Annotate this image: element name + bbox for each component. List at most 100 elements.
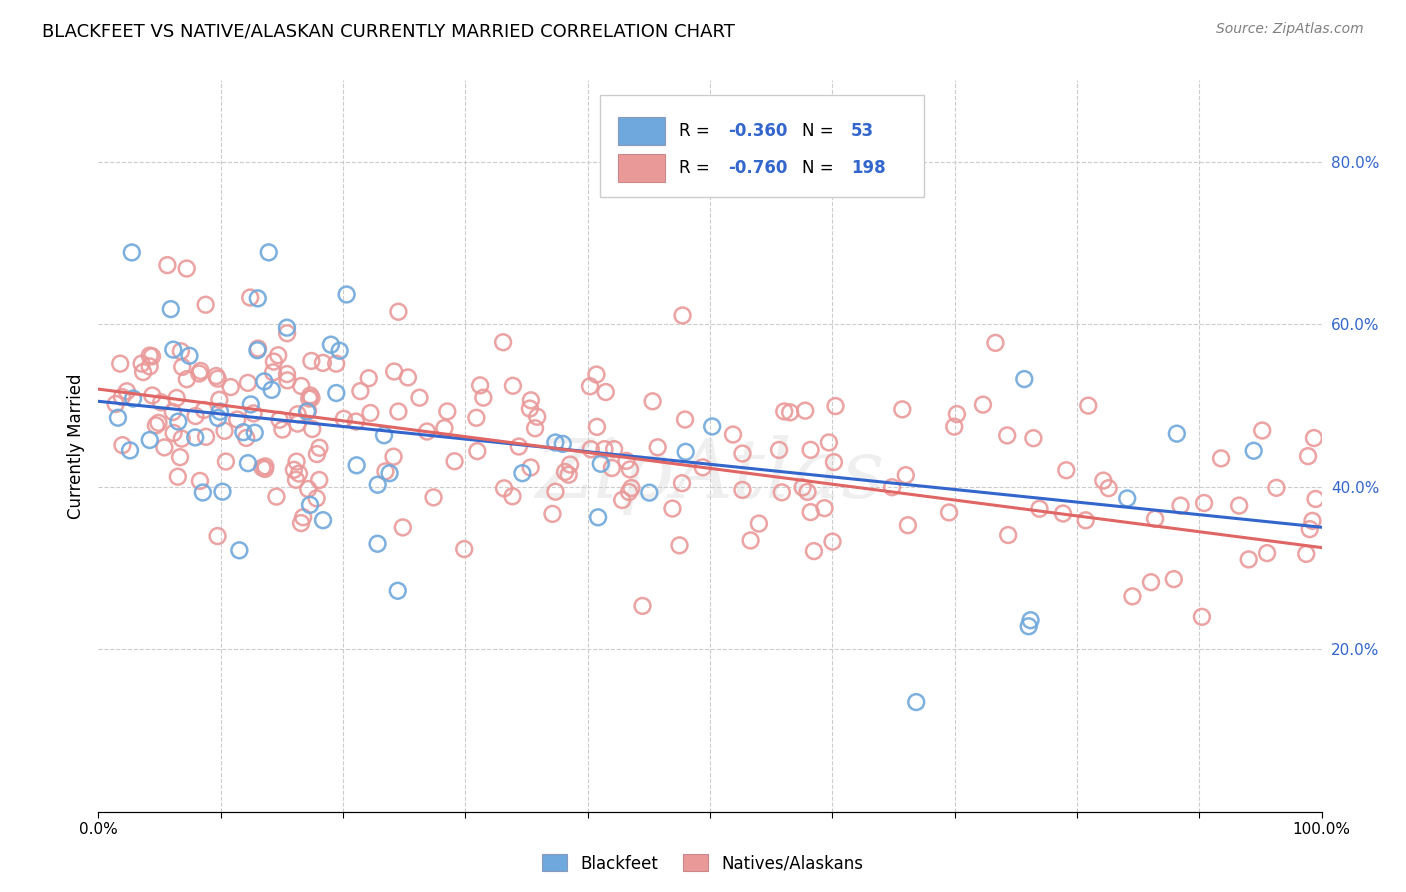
Point <box>382 364 405 378</box>
Point <box>668 538 690 552</box>
Point <box>1303 431 1326 445</box>
Point <box>938 505 960 519</box>
Point <box>671 476 693 491</box>
Point <box>619 462 641 476</box>
Point <box>692 460 714 475</box>
Point <box>731 446 754 460</box>
Point <box>357 371 380 385</box>
Point <box>995 428 1018 442</box>
Point <box>519 460 541 475</box>
Point <box>1019 613 1042 627</box>
Point <box>1116 491 1139 506</box>
Point <box>1237 552 1260 566</box>
Point <box>260 383 283 397</box>
Point <box>219 380 242 394</box>
Point <box>132 365 155 379</box>
Point <box>792 480 814 494</box>
Point <box>891 402 914 417</box>
Point <box>1227 499 1250 513</box>
Point <box>111 390 134 404</box>
FancyBboxPatch shape <box>619 117 665 145</box>
Point <box>162 405 184 419</box>
Point <box>297 482 319 496</box>
Point <box>159 302 181 317</box>
Point <box>544 435 567 450</box>
Point <box>1054 463 1077 477</box>
Point <box>984 335 1007 350</box>
Point <box>408 391 430 405</box>
Point <box>325 357 347 371</box>
Point <box>211 484 233 499</box>
Point <box>544 484 567 499</box>
Point <box>1028 501 1050 516</box>
Point <box>359 406 381 420</box>
Point <box>207 372 229 386</box>
Point <box>1305 491 1327 506</box>
Point <box>299 354 322 368</box>
Point <box>468 378 491 392</box>
Point <box>195 430 218 444</box>
Point <box>252 460 274 475</box>
Point <box>1077 399 1099 413</box>
Point <box>299 388 322 402</box>
Point <box>1018 619 1040 633</box>
Point <box>519 401 541 416</box>
Point <box>122 392 145 406</box>
Point <box>148 416 170 430</box>
Point <box>312 356 335 370</box>
Point <box>579 379 602 393</box>
Point <box>333 412 356 426</box>
Point <box>188 474 211 488</box>
FancyBboxPatch shape <box>600 95 924 197</box>
Point <box>641 394 664 409</box>
Point <box>295 404 318 418</box>
Point <box>176 372 198 386</box>
Point <box>257 245 280 260</box>
Point <box>235 431 257 445</box>
Point <box>620 481 643 495</box>
Point <box>308 473 330 487</box>
Point <box>731 483 754 497</box>
Point <box>188 367 211 381</box>
Point <box>167 415 190 429</box>
Point <box>502 489 524 503</box>
Point <box>422 491 444 505</box>
Point <box>972 398 994 412</box>
Point <box>508 440 530 454</box>
Point <box>821 534 844 549</box>
Point <box>800 442 823 457</box>
Point <box>247 342 270 356</box>
Point <box>190 364 212 378</box>
Point <box>1295 547 1317 561</box>
Point <box>349 384 371 398</box>
Point <box>150 395 173 409</box>
Point <box>1014 372 1036 386</box>
Point <box>453 542 475 557</box>
Point <box>585 368 607 382</box>
Point <box>794 403 817 417</box>
Point <box>298 392 321 406</box>
Point <box>1098 481 1121 495</box>
Point <box>1296 449 1319 463</box>
Point <box>593 442 616 457</box>
Point <box>179 349 201 363</box>
Point <box>675 445 697 459</box>
Point <box>239 397 262 411</box>
Point <box>823 455 845 469</box>
Point <box>387 304 409 318</box>
Point <box>589 457 612 471</box>
Point <box>472 391 495 405</box>
Point <box>1191 610 1213 624</box>
Point <box>271 423 294 437</box>
Point <box>166 391 188 405</box>
Point <box>287 417 309 431</box>
Point <box>374 464 396 478</box>
Point <box>997 528 1019 542</box>
Point <box>946 407 969 421</box>
Point <box>512 466 534 480</box>
Point <box>1299 522 1322 536</box>
Point <box>141 388 163 402</box>
Point <box>391 520 413 534</box>
Point <box>138 359 160 374</box>
Point <box>191 485 214 500</box>
